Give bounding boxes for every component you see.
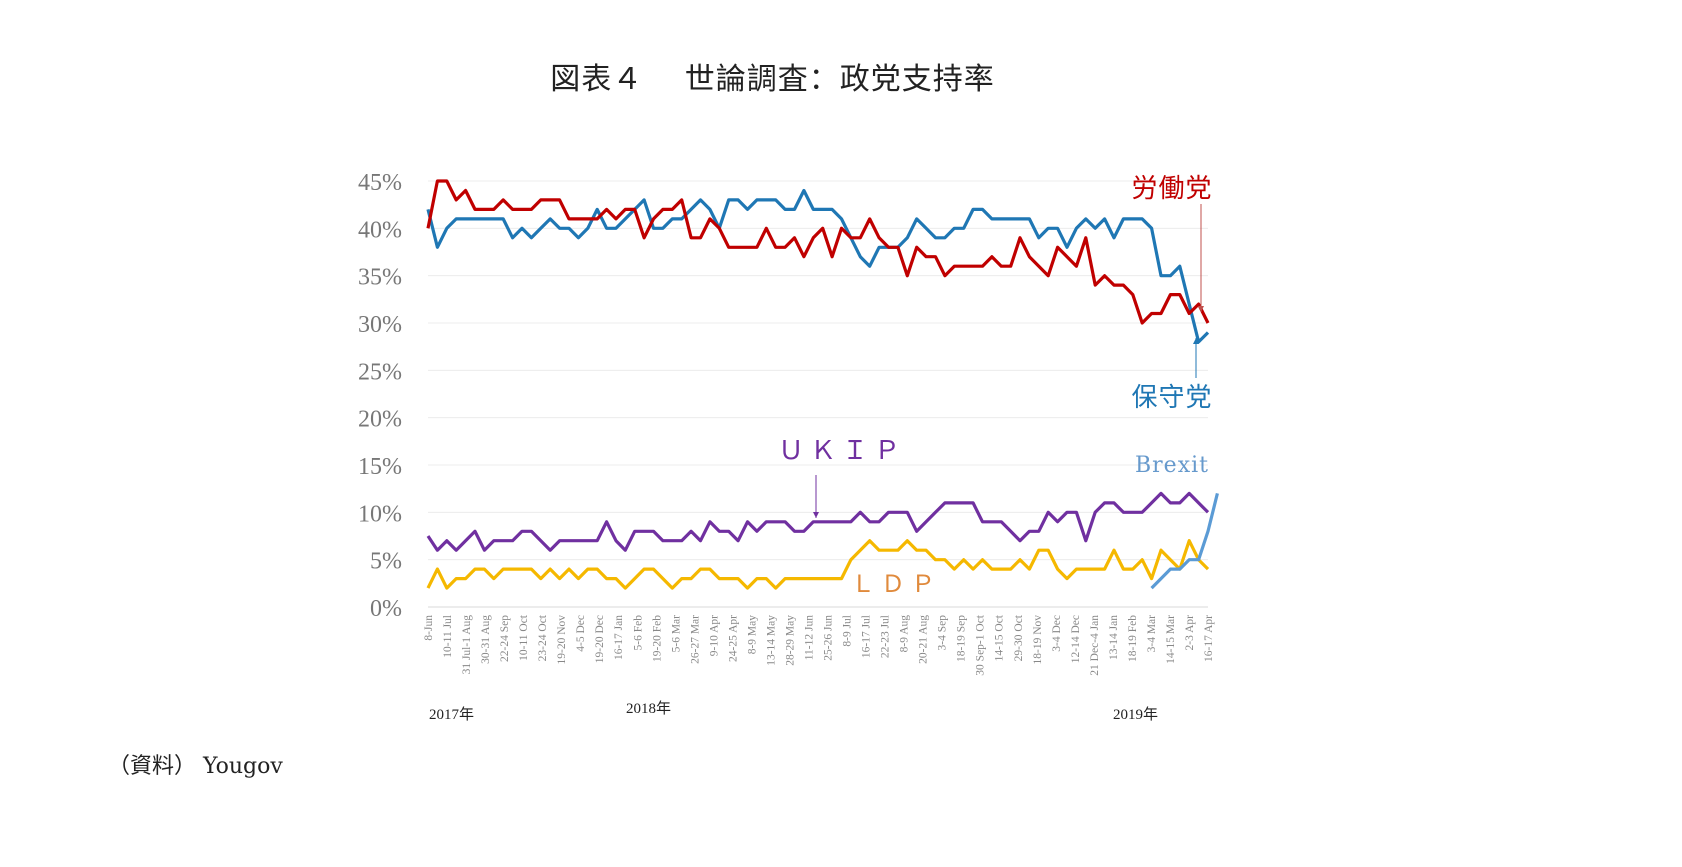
- x-tick-label: 10-11 Jul: [442, 615, 454, 658]
- x-tick-label: 8-9 Jul: [842, 615, 854, 647]
- year-label: 2019年: [1113, 706, 1158, 723]
- x-tick-label: 28-29 May: [784, 615, 796, 666]
- x-tick-label: 24-25 Apr: [727, 615, 739, 662]
- y-tick-label: 45%: [358, 170, 402, 196]
- x-tick-label: 5-6 Mar: [670, 615, 682, 653]
- x-tick-label: 5-6 Feb: [632, 615, 644, 651]
- x-axis: 8-Jun 10-11 Jul 31 Jul-1 Aug 30-31 Aug 22-24…: [423, 614, 1215, 675]
- x-tick-label: 4-5 Dec: [575, 615, 587, 652]
- annotation-label: ＵＫＩＰ: [778, 436, 906, 466]
- x-tick-label: 13-14 Jan: [1108, 615, 1120, 660]
- series-line-brexit: [1150, 493, 1219, 590]
- x-tick-label: 19-20 Dec: [594, 615, 606, 663]
- x-tick-label: 8-9 May: [746, 615, 758, 655]
- x-tick-label: 9-10 Apr: [708, 615, 720, 656]
- year-label: 2017年: [429, 706, 474, 723]
- y-tick-label: 15%: [358, 454, 402, 480]
- source-note: （資料） Yougov: [108, 754, 283, 779]
- x-tick-label: 3-4 Mar: [1146, 615, 1158, 653]
- series-line-conservative: [426, 188, 1210, 344]
- series-line-ldp: [426, 539, 1210, 590]
- y-tick-label: 40%: [358, 217, 402, 243]
- arrow-head: [1193, 338, 1199, 344]
- x-tick-label: 18-19 Feb: [1127, 615, 1139, 662]
- x-tick-label: 22-23 Jul: [880, 615, 892, 658]
- x-tick-label: 21 Dec-4 Jan: [1089, 615, 1101, 676]
- x-tick-label: 2-3 Apr: [1184, 615, 1196, 651]
- annotation-label: ＬＤＰ: [851, 570, 941, 598]
- x-tick-label: 16-17 Apr: [1203, 615, 1215, 662]
- x-tick-label: 10-11 Oct: [518, 614, 530, 661]
- y-tick-label: 20%: [358, 407, 402, 433]
- x-tick-label: 14-15 Mar: [1165, 615, 1177, 664]
- x-tick-label: 8-Jun: [423, 615, 435, 641]
- figure-title: 図表４ 世論調査：政党支持率: [550, 62, 995, 97]
- x-tick-label: 12-14 Dec: [1070, 615, 1082, 663]
- y-tick-label: 30%: [358, 312, 402, 338]
- x-tick-label: 19-20 Feb: [651, 615, 663, 662]
- x-tick-label: 19-20 Nov: [556, 615, 568, 665]
- x-tick-label: 25-26 Jun: [823, 615, 835, 661]
- x-tick-label: 18-19 Sep: [956, 615, 968, 662]
- series-line-ukip: [426, 491, 1210, 552]
- annotation-label: 保守党: [1131, 383, 1212, 413]
- y-tick-label: 35%: [358, 265, 402, 291]
- x-tick-label: 13-14 May: [765, 615, 777, 666]
- x-tick-label: 31 Jul-1 Aug: [461, 615, 473, 675]
- x-tick-label: 3-4 Sep: [937, 615, 949, 651]
- x-tick-label: 8-9 Aug: [899, 615, 911, 653]
- x-tick-label: 30 Sep-1 Oct: [975, 614, 987, 675]
- arrow-head: [1198, 306, 1204, 312]
- x-tick-label: 3-4 Dec: [1051, 615, 1063, 652]
- x-tick-label: 26-27 Mar: [689, 615, 701, 664]
- series-lines: [426, 179, 1219, 590]
- series-line-labour: [426, 179, 1210, 325]
- x-tick-label: 18-19 Nov: [1032, 615, 1044, 665]
- annotation-label: Brexit: [1135, 453, 1209, 478]
- x-tick-label: 11-12 Jun: [803, 615, 815, 661]
- y-tick-label: 5%: [370, 549, 402, 575]
- year-label: 2018年: [626, 700, 671, 717]
- year-labels: 2017年 2018年 2019年: [429, 700, 1158, 723]
- arrow-head: [813, 512, 819, 518]
- x-tick-label: 30-31 Aug: [480, 615, 492, 664]
- y-tick-label: 0%: [370, 596, 402, 622]
- y-tick-label: 25%: [358, 359, 402, 385]
- y-tick-label: 10%: [358, 501, 402, 527]
- x-tick-label: 23-24 Oct: [537, 614, 549, 661]
- x-tick-label: 16-17 Jul: [861, 615, 873, 658]
- x-tick-label: 14-15 Oct: [994, 614, 1006, 661]
- x-tick-label: 20-21 Aug: [918, 615, 930, 664]
- x-tick-label: 29-30 Oct: [1013, 614, 1025, 661]
- annotation-label: 労働党: [1131, 174, 1212, 204]
- y-axis: 0% 5% 10% 15% 20% 25% 30% 35% 40% 45%: [358, 170, 402, 622]
- x-tick-label: 16-17 Jan: [613, 615, 625, 660]
- x-tick-label: 22-24 Sep: [499, 615, 511, 662]
